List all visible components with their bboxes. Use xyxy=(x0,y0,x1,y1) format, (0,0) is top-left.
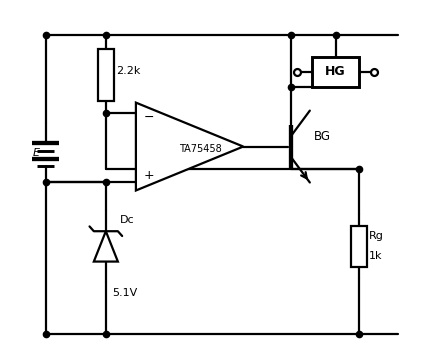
Text: E: E xyxy=(32,147,39,157)
Text: TA75458: TA75458 xyxy=(178,144,221,154)
Text: BG: BG xyxy=(313,130,330,143)
Text: 5.1V: 5.1V xyxy=(112,288,137,298)
Text: HG: HG xyxy=(325,65,345,78)
Text: Rg: Rg xyxy=(368,231,383,241)
Text: +: + xyxy=(143,169,154,182)
Polygon shape xyxy=(135,102,243,191)
Polygon shape xyxy=(98,49,113,101)
Text: 2.2k: 2.2k xyxy=(116,66,141,76)
Bar xyxy=(311,57,358,87)
Polygon shape xyxy=(94,231,118,262)
Text: 1k: 1k xyxy=(368,251,381,261)
Text: −: − xyxy=(143,111,154,124)
Text: Dᴄ: Dᴄ xyxy=(119,215,134,225)
Polygon shape xyxy=(351,226,366,267)
